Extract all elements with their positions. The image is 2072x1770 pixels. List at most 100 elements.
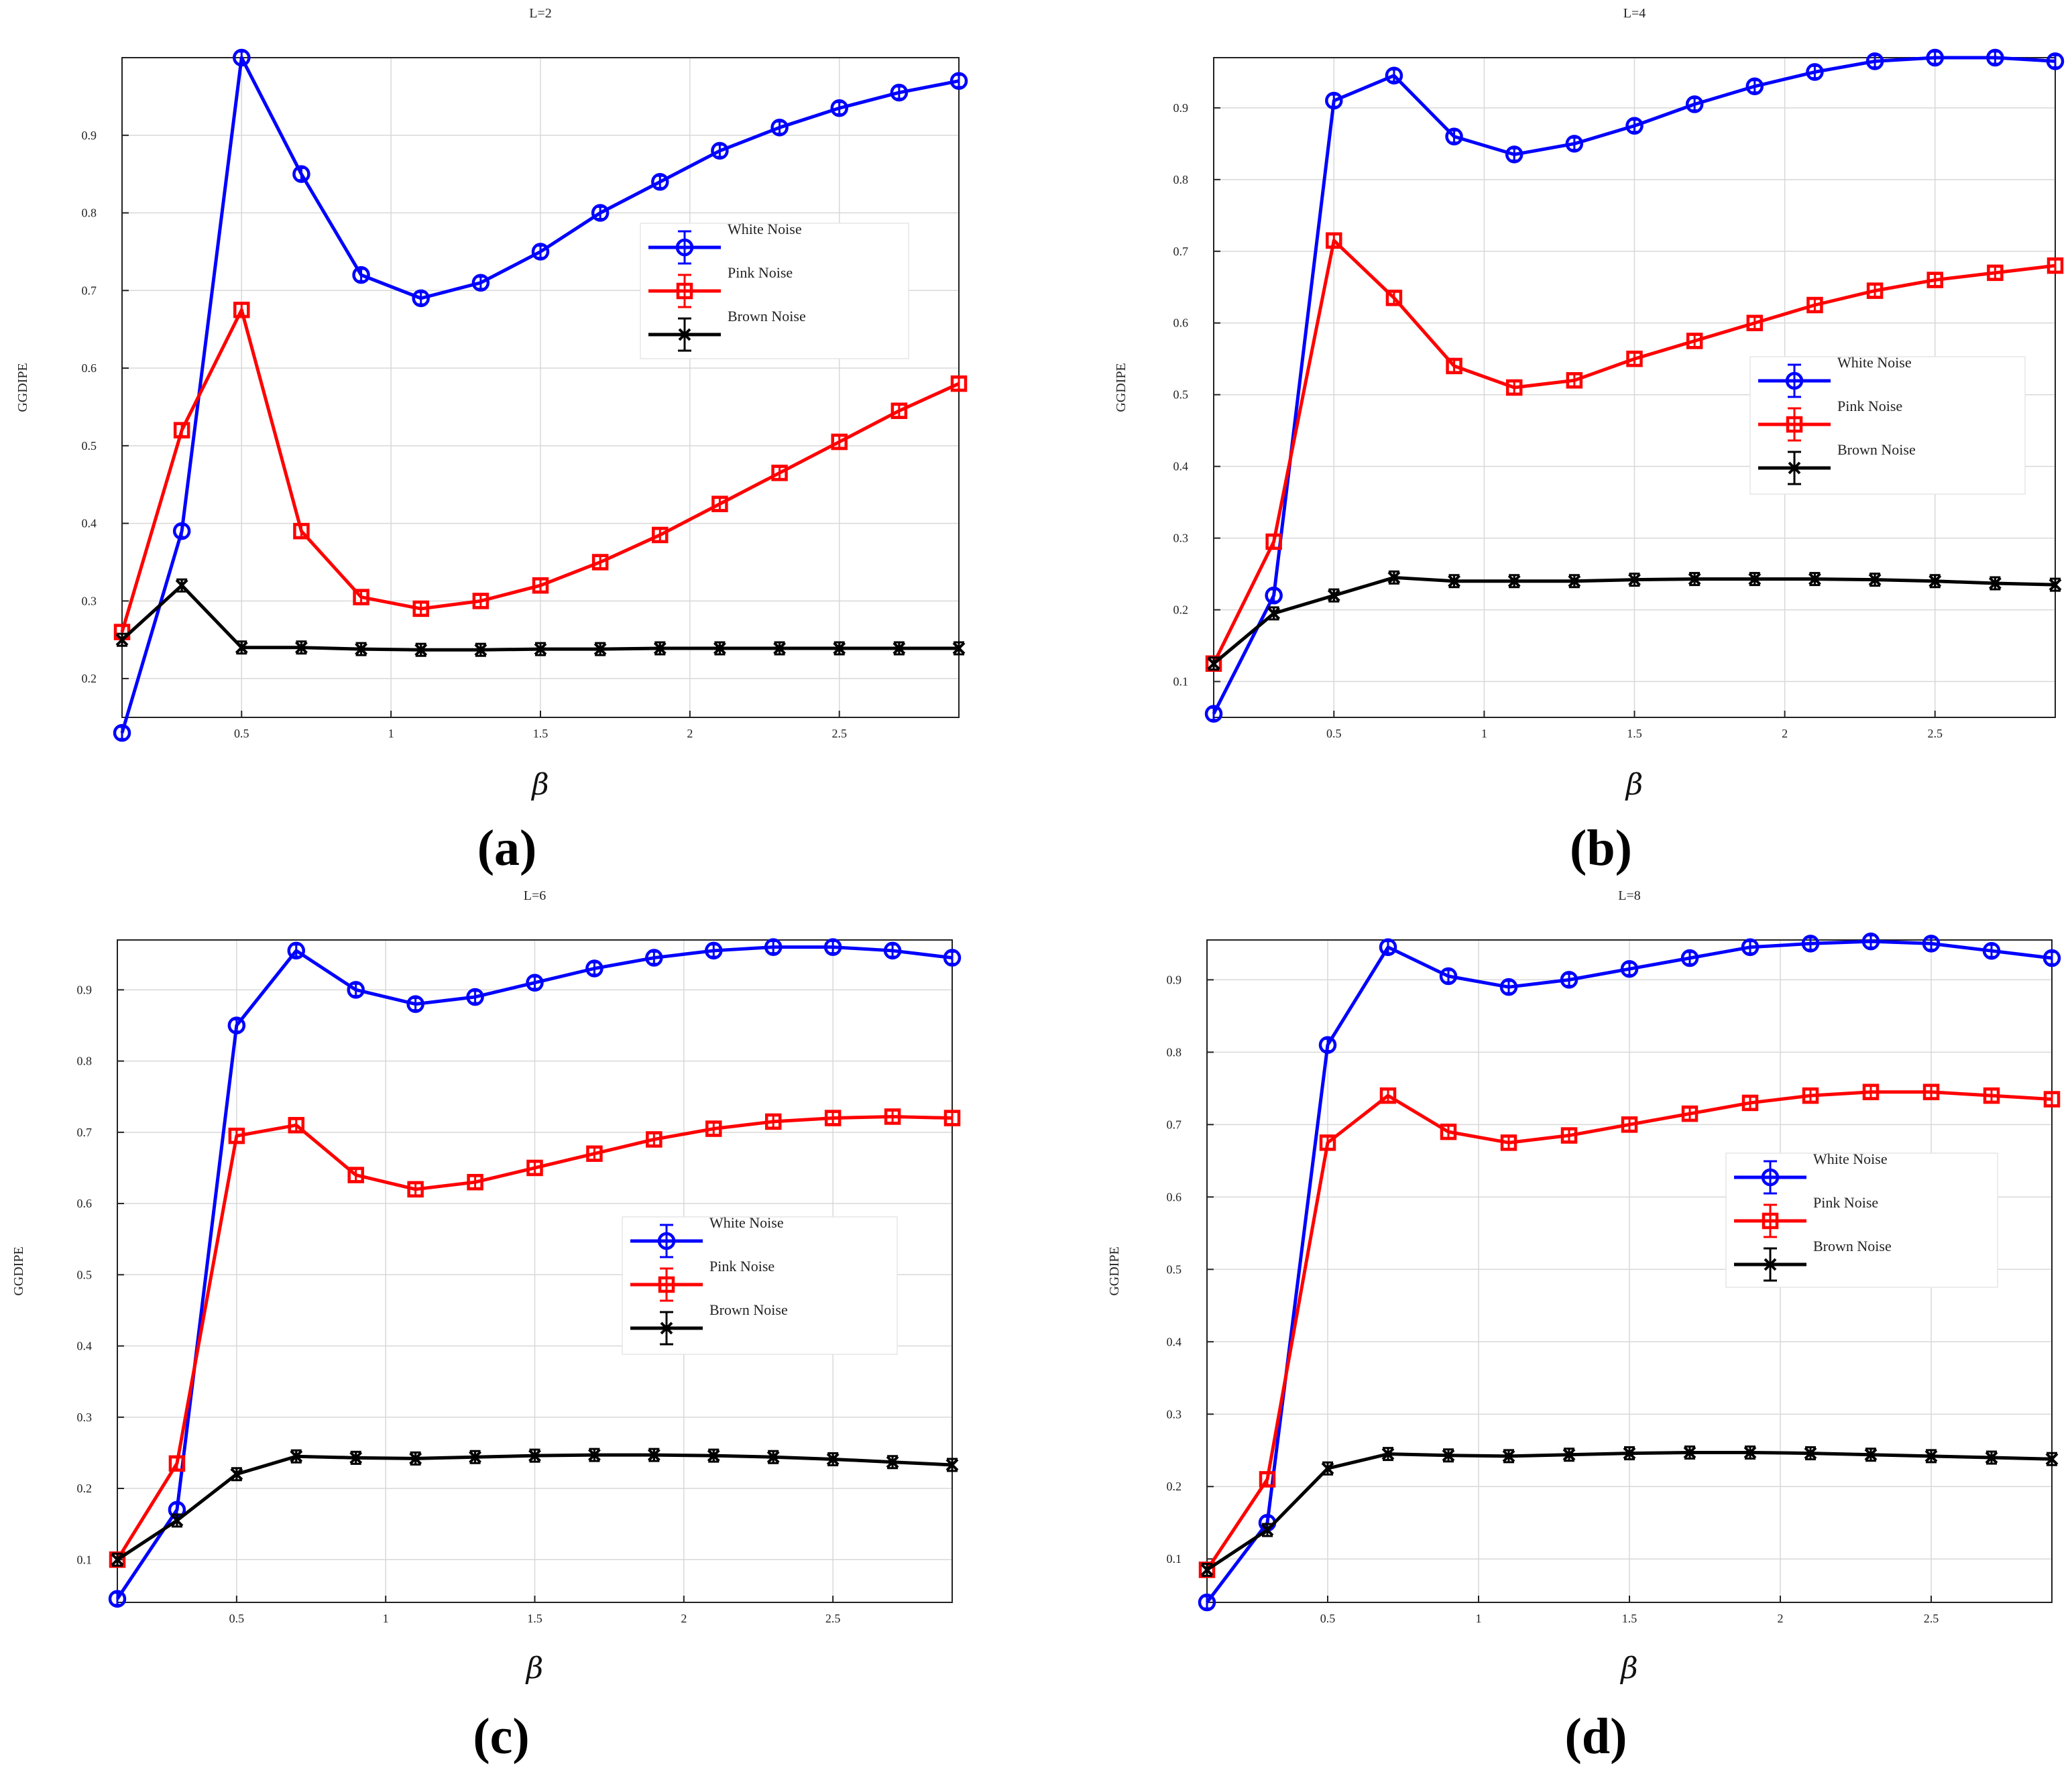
data-point-star-marker <box>534 642 547 656</box>
legend-item: Pink Noise <box>630 1258 774 1302</box>
data-point-square-marker <box>771 465 788 481</box>
data-point-star-marker <box>1507 574 1521 588</box>
data-point-star-marker <box>1868 573 1882 587</box>
data-point-star-marker <box>1683 1446 1696 1460</box>
x-tick-label: 2.5 <box>1927 727 1943 740</box>
y-tick-label: 0.2 <box>1167 1480 1182 1493</box>
data-point-star-marker <box>1804 1446 1817 1460</box>
data-point-circle-marker <box>1685 95 1704 113</box>
data-point-star-marker <box>2049 578 2062 592</box>
x-tick-label: 1 <box>388 727 394 740</box>
data-point-circle-marker <box>943 949 962 967</box>
legend: White Noise Pink Noise Brown Noise <box>622 1214 898 1355</box>
x-tick-label: 0.5 <box>1320 1612 1336 1625</box>
data-point-square-marker <box>168 1455 186 1472</box>
x-tick-label: 0.5 <box>229 1612 245 1625</box>
data-point-star-marker <box>1562 1448 1576 1462</box>
data-point-star-marker <box>1568 574 1581 588</box>
data-point-square-marker <box>1440 1123 1457 1140</box>
x-tick-label: 1 <box>383 1612 389 1625</box>
legend-marker-square-marker <box>658 1276 675 1293</box>
data-point-square-marker <box>1319 1134 1336 1151</box>
data-point-square-marker <box>233 301 250 318</box>
data-point-square-marker <box>1560 1127 1578 1144</box>
x-tick-label: 2 <box>681 1612 687 1625</box>
data-point-circle-marker <box>645 949 663 967</box>
data-point-circle-marker <box>1806 63 1824 81</box>
legend-item: Pink Noise <box>1758 398 1902 442</box>
data-point-circle-marker <box>1379 938 1397 957</box>
data-point-circle-marker <box>1625 117 1644 135</box>
data-point-square-marker <box>293 522 310 540</box>
data-point-square-marker <box>1686 333 1703 349</box>
y-tick-label: 0.4 <box>77 1340 93 1353</box>
data-point-circle-marker <box>1439 967 1458 986</box>
data-point-circle-marker <box>1745 77 1764 96</box>
data-point-circle-marker <box>292 165 310 183</box>
data-point-star-marker <box>766 1450 780 1464</box>
data-point-square-marker <box>1566 372 1583 389</box>
x-axis-label: β <box>530 768 549 802</box>
data-point-circle-marker <box>352 266 370 284</box>
y-tick-label: 0.2 <box>82 672 97 685</box>
chart-panel-c: 0.5 1 1.5 2 2.5 0.1 0.2 0.3 0.4 0.5 0.6 0.7 0.8 0.9 L=… <box>11 888 962 1765</box>
data-point-star-marker <box>1327 589 1340 603</box>
data-point-circle-marker <box>1318 1036 1337 1054</box>
data-point-star-marker <box>1623 1446 1636 1460</box>
series-white-noise <box>113 48 968 742</box>
data-point-circle-marker <box>949 72 968 90</box>
legend-marker-circle-marker <box>675 238 694 257</box>
panel-title: L=6 <box>524 888 546 903</box>
data-point-star-marker <box>349 1451 363 1465</box>
caption-close-paren: ) <box>520 820 536 876</box>
data-point-star-marker <box>1628 573 1641 587</box>
data-point-circle-marker <box>770 118 789 137</box>
data-point-square-marker <box>1987 264 2004 282</box>
data-point-square-marker <box>1621 1116 1638 1133</box>
data-point-star-marker <box>1261 1523 1274 1537</box>
data-point-circle-marker <box>1620 959 1639 978</box>
data-point-star-marker <box>1688 572 1701 586</box>
data-point-star-marker <box>773 641 786 655</box>
y-tick-label: 0.9 <box>77 983 93 996</box>
data-point-circle-marker <box>1926 48 1944 67</box>
data-point-circle-marker <box>883 941 902 960</box>
data-point-star-marker <box>886 1455 899 1469</box>
legend-label: Pink Noise <box>709 1258 774 1275</box>
y-tick-label: 0.6 <box>77 1197 93 1210</box>
data-point-circle-marker <box>711 141 729 160</box>
data-point-star-marker <box>111 1553 124 1567</box>
data-point-circle-marker <box>1861 932 1880 951</box>
data-point-star-marker <box>1748 572 1762 586</box>
series-white-noise <box>1204 48 2065 723</box>
caption-open-paren: ( <box>1570 820 1587 876</box>
plot-border <box>1213 57 2056 718</box>
data-point-square-marker <box>943 1110 961 1126</box>
caption-letter: c <box>490 1708 513 1765</box>
data-point-star-marker <box>235 640 248 654</box>
data-point-square-marker <box>467 1173 483 1191</box>
series-pink-noise <box>109 1108 961 1568</box>
data-point-square-marker <box>1862 1083 1880 1101</box>
y-tick-label: 0.4 <box>82 517 97 530</box>
y-tick-label: 0.9 <box>82 129 97 142</box>
data-point-circle-marker <box>705 941 723 960</box>
legend-label: Brown Noise <box>1813 1238 1892 1254</box>
data-point-circle-marker <box>1265 586 1283 605</box>
y-tick-label: 0.4 <box>1167 1335 1182 1348</box>
y-tick-label: 0.2 <box>1173 603 1189 617</box>
plot-border <box>117 939 953 1603</box>
data-point-circle-marker <box>347 981 365 999</box>
data-point-star-marker <box>588 1448 601 1462</box>
data-point-circle-marker <box>1385 66 1403 84</box>
data-point-circle-marker <box>1499 978 1518 996</box>
data-point-star-marker <box>647 1448 660 1462</box>
data-point-star-marker <box>1321 1462 1334 1476</box>
data-point-circle-marker <box>1198 1593 1216 1612</box>
data-point-star-marker <box>1207 656 1220 670</box>
x-axis-label: β <box>525 1651 543 1686</box>
data-point-star-marker <box>1200 1563 1214 1577</box>
data-point-square-marker <box>472 593 490 609</box>
data-point-star-marker <box>2045 1452 2059 1466</box>
data-point-star-marker <box>945 1458 959 1472</box>
